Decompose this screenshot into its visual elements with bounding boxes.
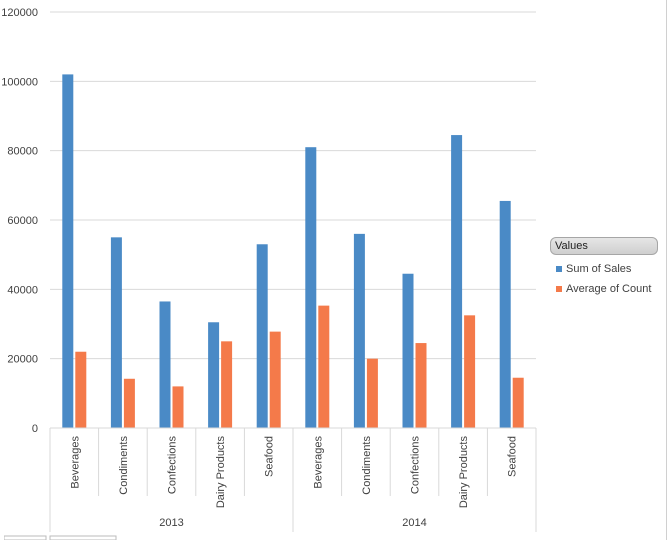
sheet-tab-1[interactable] — [4, 535, 47, 540]
y-tick-label: 80000 — [7, 146, 38, 158]
legend-label-sales: Sum of Sales — [566, 263, 632, 275]
legend-item-average-of-count: Average of Count — [556, 283, 658, 295]
y-tick-label: 0 — [32, 423, 38, 435]
bar-sum-of-sales[interactable] — [353, 233, 365, 428]
y-tick-label: 40000 — [7, 284, 38, 296]
bar-average-of-count[interactable] — [366, 358, 378, 428]
bar-sum-of-sales[interactable] — [451, 135, 463, 429]
x-category-label: Confections — [410, 436, 422, 495]
sheet-tabs[interactable] — [4, 535, 124, 540]
bar-sum-of-sales[interactable] — [110, 237, 122, 428]
bar-sum-of-sales[interactable] — [159, 301, 171, 428]
bar-average-of-count[interactable] — [221, 341, 233, 428]
legend-title[interactable]: Values — [550, 237, 658, 255]
gridlines — [50, 11, 536, 429]
x-category-label: Beverages — [312, 436, 324, 489]
bar-average-of-count[interactable] — [75, 351, 87, 428]
x-category-label: Condiments — [118, 436, 130, 495]
x-category-label: Seafood — [264, 436, 276, 477]
y-axis: 0 20000 40000 60000 80000 100000 120000 — [1, 7, 38, 435]
bar-average-of-count[interactable] — [512, 377, 524, 428]
x-category-label: Confections — [167, 436, 179, 495]
legend-item-sum-of-sales: Sum of Sales — [556, 263, 658, 275]
bar-sum-of-sales[interactable] — [208, 322, 220, 428]
y-tick-label: 100000 — [1, 76, 38, 88]
sheet-tab-2[interactable] — [49, 535, 117, 540]
window-edge — [666, 0, 667, 540]
x-axis: Beverages Condiments Confections Dairy Prod… — [49, 427, 537, 532]
x-group-label: 2014 — [402, 517, 426, 529]
x-group-label: 2013 — [159, 517, 183, 529]
y-tick-label: 120000 — [1, 7, 38, 19]
bar-sum-of-sales[interactable] — [499, 200, 511, 428]
bar-sum-of-sales[interactable] — [62, 74, 74, 429]
y-tick-label: 20000 — [7, 354, 38, 366]
bars — [62, 74, 524, 429]
bar-average-of-count[interactable] — [318, 305, 330, 428]
bar-average-of-count[interactable] — [269, 331, 281, 428]
bar-average-of-count[interactable] — [464, 315, 476, 428]
x-category-label: Beverages — [69, 436, 81, 489]
bar-sum-of-sales[interactable] — [305, 147, 317, 428]
legend[interactable]: Values Sum of Sales Average of Count — [550, 237, 658, 295]
legend-label-count: Average of Count — [566, 283, 652, 295]
bar-sum-of-sales[interactable] — [402, 273, 414, 428]
y-tick-label: 60000 — [7, 215, 38, 227]
x-category-label: Dairy Products — [215, 436, 227, 509]
x-category-label: Dairy Products — [458, 436, 470, 509]
x-category-label: Seafood — [507, 436, 519, 477]
bar-average-of-count[interactable] — [123, 378, 135, 428]
bar-sum-of-sales[interactable] — [256, 244, 268, 428]
x-category-label: Condiments — [361, 436, 373, 495]
legend-swatch-count — [556, 286, 562, 292]
legend-swatch-sales — [556, 266, 562, 272]
bar-average-of-count[interactable] — [172, 386, 184, 428]
bar-average-of-count[interactable] — [415, 343, 427, 428]
